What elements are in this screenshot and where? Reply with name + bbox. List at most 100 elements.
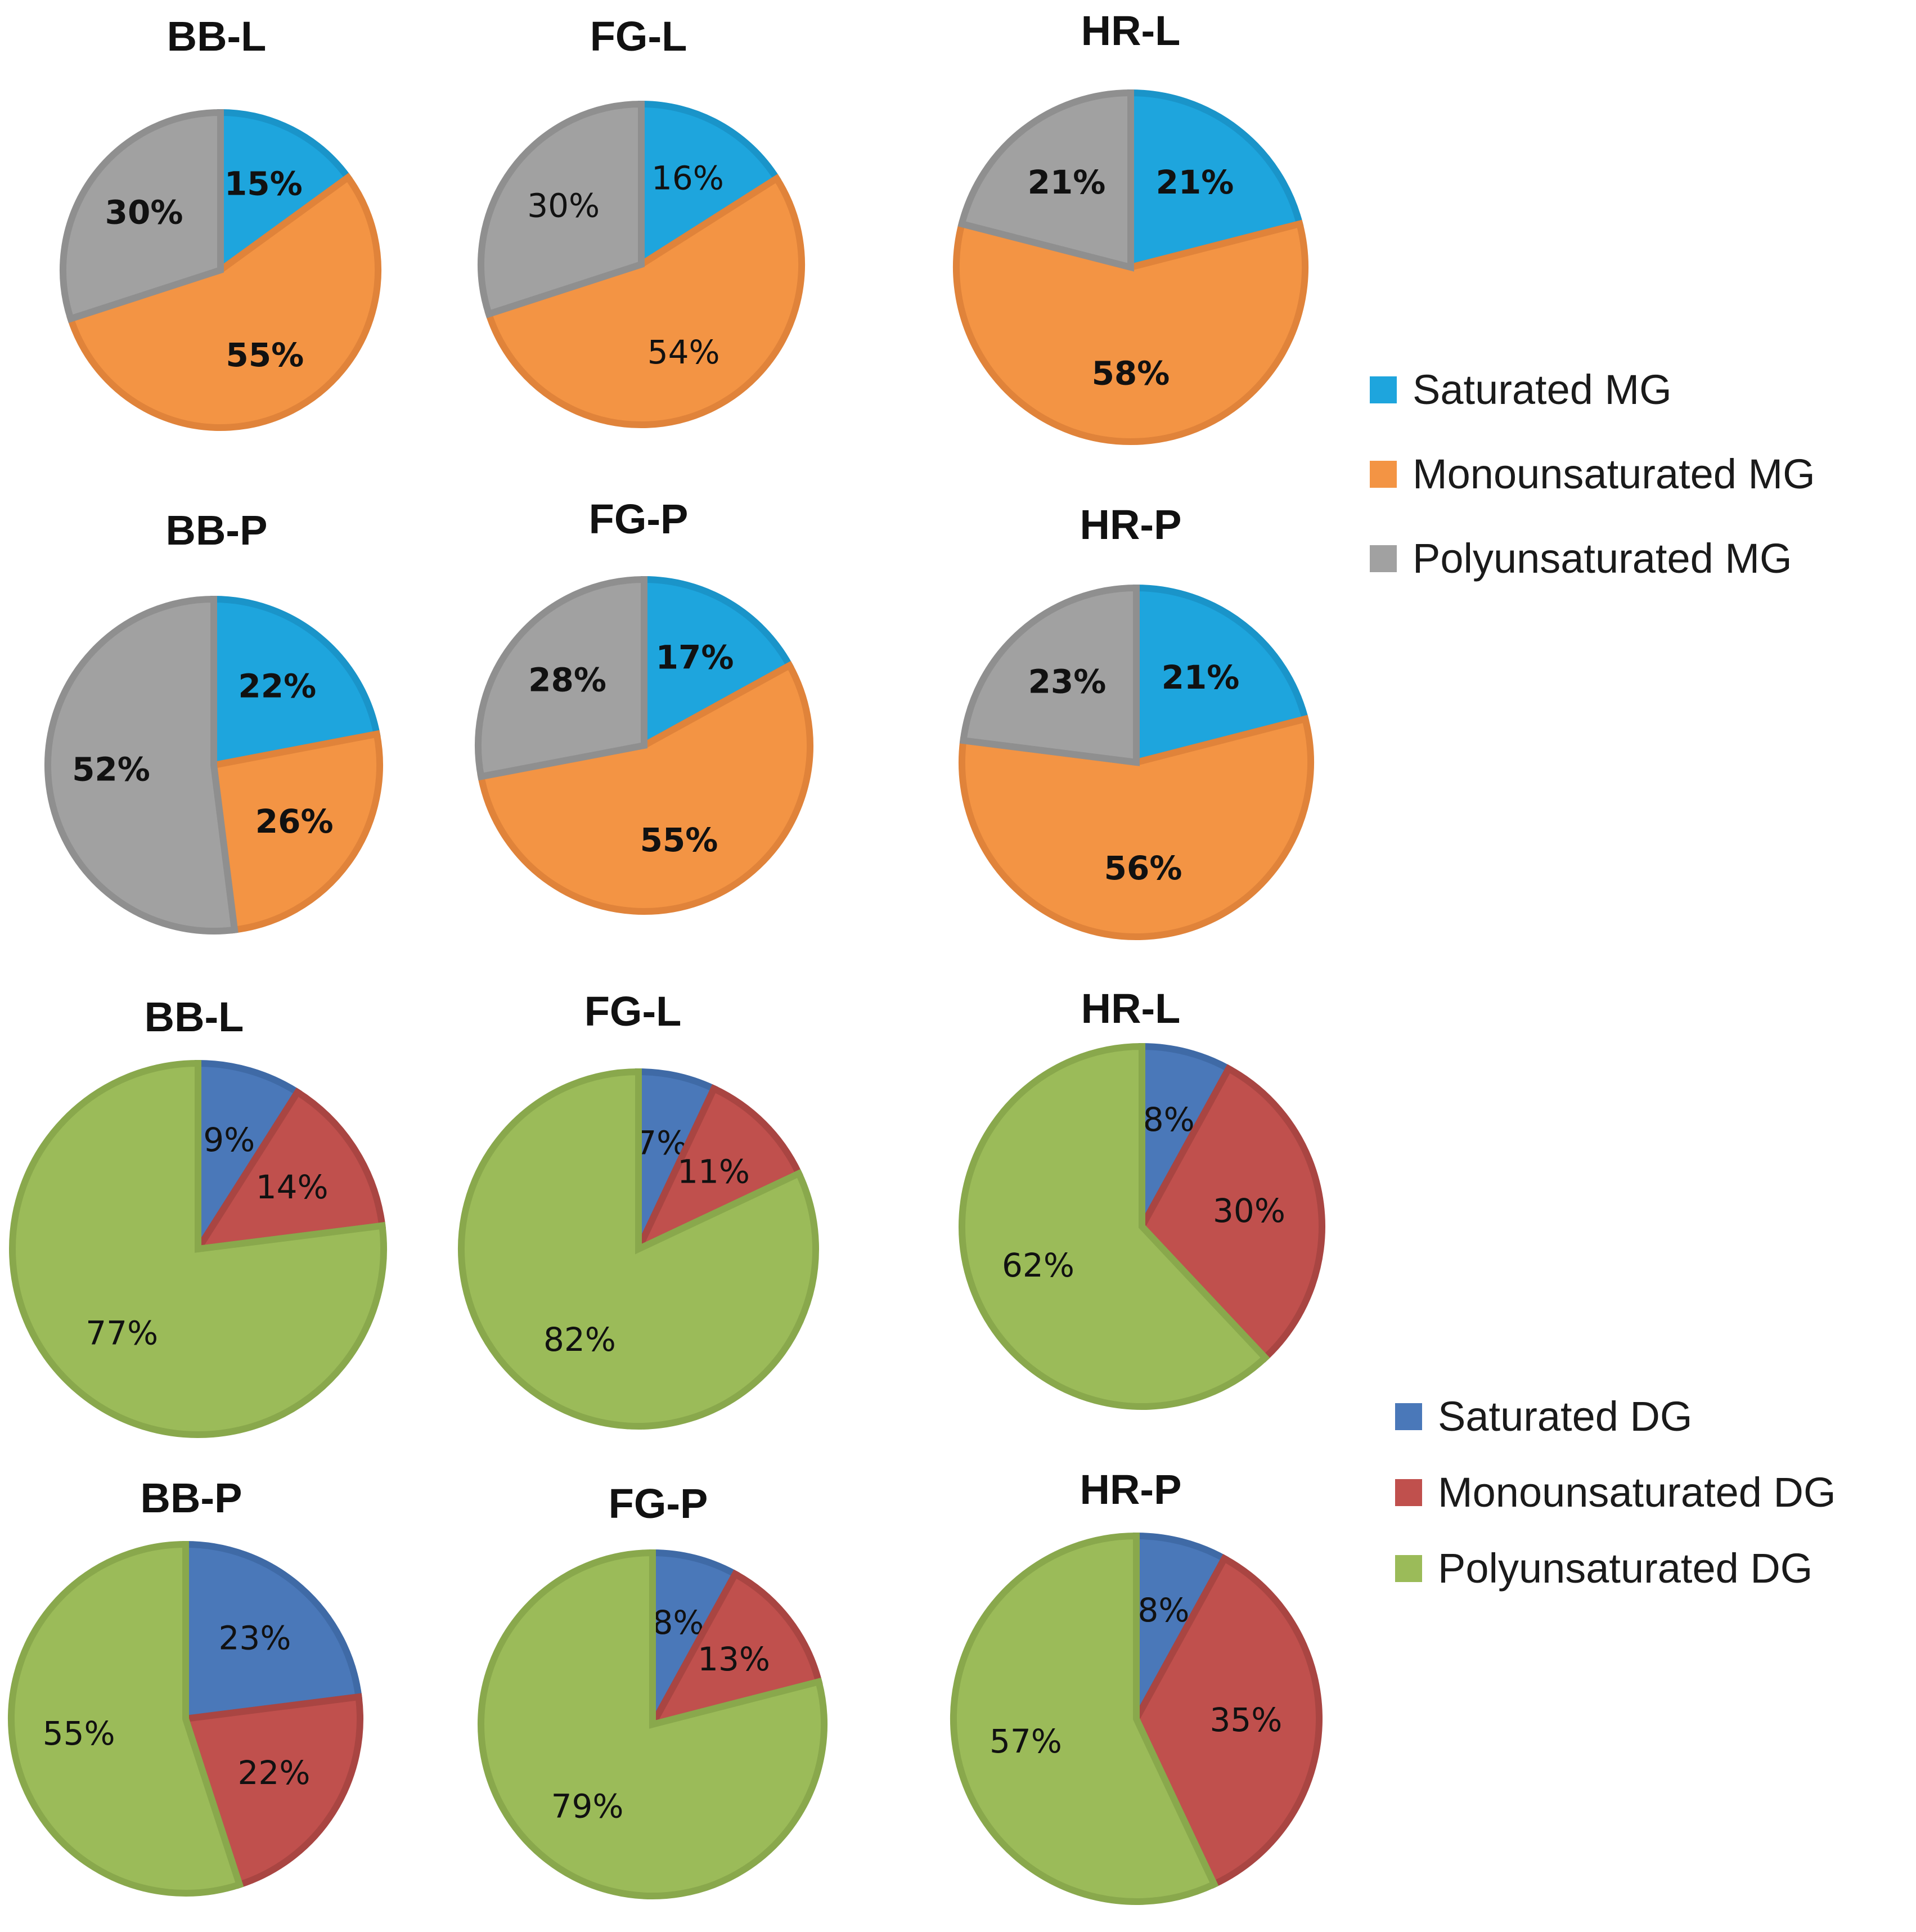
legend-label: Monounsaturated DG xyxy=(1438,1469,1836,1516)
legend-swatch xyxy=(1370,545,1397,572)
legend-label: Saturated DG xyxy=(1438,1393,1693,1440)
pie-data-label: 8% xyxy=(1143,1100,1195,1139)
pie-slice-saturated-mg xyxy=(217,109,353,277)
pie-slice-monounsaturated-mg xyxy=(477,661,813,915)
pie-data-label: 15% xyxy=(224,164,303,203)
pie-slice-polyunsaturated-mg xyxy=(478,100,645,318)
pie-title: HR-P xyxy=(1080,501,1182,548)
legend-swatch xyxy=(1395,1479,1422,1506)
legend-label: Polyunsaturated DG xyxy=(1438,1545,1813,1592)
pie-mg-bb-p: 22% 26% 52% xyxy=(44,595,383,934)
pie-slice-polyunsaturated-mg xyxy=(44,595,239,934)
pie-slice-monounsaturated-dg xyxy=(646,1569,823,1730)
pie-mg-hr-l: 21% 58% 21% xyxy=(953,89,1308,445)
pie-data-label: 35% xyxy=(1209,1701,1282,1739)
legend-item: Saturated MG xyxy=(1370,366,1672,414)
pie-mg-bb-l: 15% 55% 30% xyxy=(60,109,381,431)
pie-data-label: 54% xyxy=(647,333,720,371)
pie-slice-polyunsaturated-mg xyxy=(475,576,647,781)
pie-title: HR-P xyxy=(1080,1466,1182,1513)
pie-data-label: 9% xyxy=(203,1121,255,1159)
pie-dg-bb-l: 9%14% 77% xyxy=(9,1059,387,1438)
pie-data-label: 23% xyxy=(1028,663,1107,701)
pie-title: HR-L xyxy=(1081,7,1181,54)
pie-slice-polyunsaturated-dg xyxy=(959,1043,1270,1410)
pie-dg-hr-l: 8% 30% 62% xyxy=(959,1043,1325,1410)
pie-slice-saturated-mg xyxy=(641,576,794,752)
pie-slice-saturated-dg xyxy=(182,1540,363,1723)
pie-title: FG-L xyxy=(584,988,682,1035)
pie-slice-polyunsaturated-dg xyxy=(950,1532,1219,1905)
pie-dg-bb-p: 23% 22% 55% xyxy=(8,1540,363,1897)
legend-item: Saturated DG xyxy=(1395,1392,1692,1440)
pie-data-label: 28% xyxy=(528,661,606,699)
pie-slice-monounsaturated-dg xyxy=(181,1693,363,1889)
legend-label: Polyunsaturated MG xyxy=(1413,535,1792,582)
pie-data-label: 62% xyxy=(1002,1246,1074,1284)
pie-slice-monounsaturated-mg xyxy=(66,173,381,431)
pie-data-label: 77% xyxy=(86,1314,158,1353)
pie-data-label: 22% xyxy=(238,667,316,706)
pie-slice-monounsaturated-dg xyxy=(631,1084,804,1256)
pie-data-label: 17% xyxy=(656,639,734,677)
pie-data-label: 30% xyxy=(527,187,600,225)
legend-swatch xyxy=(1370,460,1397,488)
pie-title: BB-L xyxy=(167,13,267,60)
pie-data-label: 82% xyxy=(543,1320,616,1359)
pie-title: BB-L xyxy=(144,994,244,1040)
pie-mg-fg-p: 17% 55% 28% xyxy=(475,576,813,915)
pie-title: FG-L xyxy=(590,13,687,60)
pie-data-label: 58% xyxy=(1092,354,1170,392)
pie-slice-polyunsaturated-dg xyxy=(478,1549,827,1899)
pie-slice-monounsaturated-mg xyxy=(484,174,805,428)
pie-dg-fg-l: 7%11%82% xyxy=(458,1068,819,1430)
pie-data-label: 16% xyxy=(651,159,724,197)
pie-data-label: 57% xyxy=(990,1722,1062,1760)
legend-item: Polyunsaturated MG xyxy=(1370,534,1792,582)
pie-slice-polyunsaturated-dg xyxy=(458,1068,819,1430)
pie-mg-hr-p: 21% 56% 23% xyxy=(959,584,1314,940)
pie-data-label: 11% xyxy=(677,1153,750,1191)
legend-swatch xyxy=(1395,1403,1422,1430)
pie-title: BB-P xyxy=(140,1475,242,1521)
pie-data-label: 55% xyxy=(640,821,718,859)
pie-slice-polyunsaturated-dg xyxy=(9,1059,387,1438)
pie-slice-polyunsaturated-mg xyxy=(957,89,1134,272)
pie-data-label: 8% xyxy=(652,1603,704,1642)
legend-label: Monounsaturated MG xyxy=(1413,451,1815,497)
pie-title: BB-P xyxy=(165,507,268,554)
legend-item: Polyunsaturated DG xyxy=(1395,1544,1812,1592)
pie-slice-saturated-dg xyxy=(195,1059,303,1261)
pie-slice-monounsaturated-mg xyxy=(953,219,1308,445)
pie-data-label: 26% xyxy=(255,802,334,841)
pie-slice-monounsaturated-dg xyxy=(1137,1064,1325,1363)
pie-dg-fg-p: 8%13% 79% xyxy=(478,1549,827,1899)
pie-dg-hr-p: 8% 35% 57% xyxy=(950,1532,1323,1905)
pie-data-label: 8% xyxy=(1137,1591,1189,1629)
pie-data-label: 21% xyxy=(1156,163,1234,201)
pie-mg-fg-l: 16% 54% 30% xyxy=(478,100,805,428)
legend-swatch xyxy=(1395,1554,1422,1582)
pie-data-label: 30% xyxy=(105,193,183,231)
pie-data-label: 13% xyxy=(698,1640,770,1678)
pie-data-label: 30% xyxy=(1213,1192,1285,1230)
pie-slice-polyunsaturated-mg xyxy=(60,109,224,324)
pie-title: HR-L xyxy=(1081,985,1181,1032)
pie-slice-saturated-mg xyxy=(1127,89,1304,272)
pie-data-label: 21% xyxy=(1162,658,1240,697)
pie-data-label: 56% xyxy=(1104,849,1182,887)
pie-data-label: 23% xyxy=(219,1619,291,1657)
pie-slice-monounsaturated-mg xyxy=(210,730,383,934)
pie-slice-monounsaturated-dg xyxy=(1132,1554,1323,1889)
pie-data-label: 79% xyxy=(551,1787,624,1826)
pie-title: FG-P xyxy=(608,1480,708,1527)
pie-slice-polyunsaturated-dg xyxy=(8,1540,244,1897)
legend-label: Saturated MG xyxy=(1413,366,1672,413)
legend-swatch xyxy=(1370,376,1397,403)
pie-slice-saturated-mg xyxy=(638,100,781,271)
pie-slice-saturated-mg xyxy=(210,595,381,770)
pie-title: FG-P xyxy=(588,496,689,542)
pie-data-label: 14% xyxy=(256,1168,329,1206)
